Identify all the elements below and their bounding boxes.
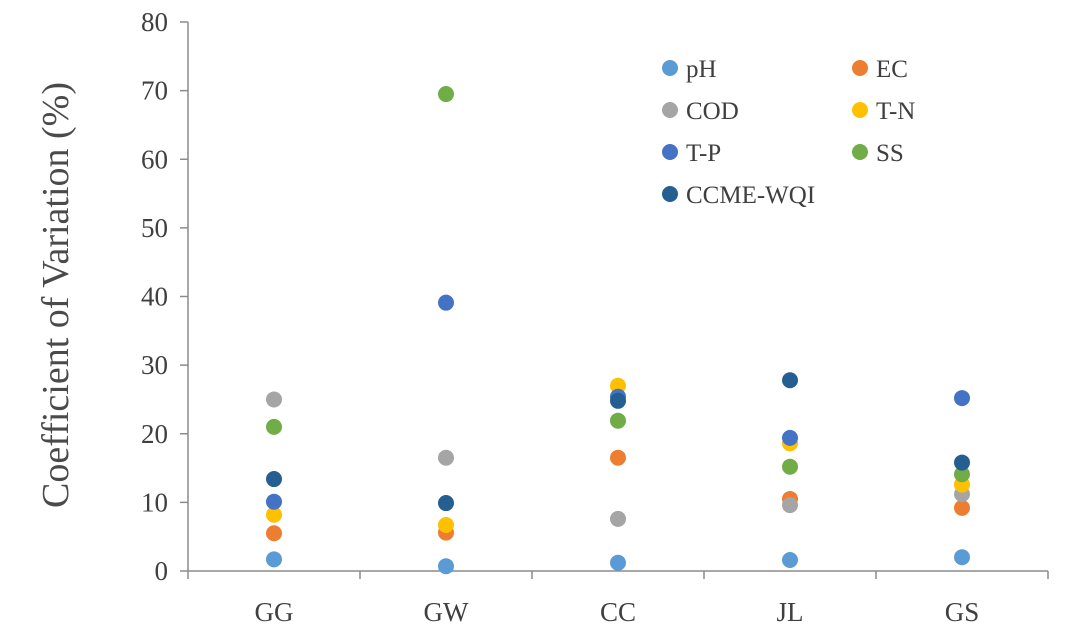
data-point [266,551,282,568]
y-tick-label: 70 [141,76,168,106]
y-tick-label: 10 [141,487,168,517]
data-point [266,418,282,435]
y-tick-label: 20 [141,419,168,449]
data-point [610,554,626,571]
y-tick-label: 50 [141,213,168,243]
data-point [610,412,626,429]
y-tick-label: 30 [141,350,168,380]
data-point [266,471,282,488]
data-point [610,377,626,394]
data-point [266,506,282,523]
legend-marker [662,102,678,118]
legend-label: COD [686,98,739,125]
data-points [266,86,970,575]
y-axis-label: Coefficient of Variation (%) [35,82,77,508]
data-point [782,458,798,475]
data-point [438,517,454,534]
legend-label: EC [876,56,908,83]
y-tick-label: 0 [155,556,169,586]
data-point [954,466,970,483]
data-point [954,499,970,516]
x-tick-label: JL [777,597,804,627]
legend-label: pH [686,56,717,83]
x-tick-label: GS [945,597,980,627]
data-point [610,510,626,527]
data-point [954,454,970,471]
data-point [782,372,798,389]
legend: pH EC COD T-N T-P SS CCME-WQI [662,56,915,209]
data-point [438,86,454,103]
legend-marker [662,186,678,202]
legend-label: T-N [876,98,915,125]
y-tick-group: 0 10 20 30 40 50 60 70 80 [141,7,188,586]
legend-marker [852,102,868,118]
data-point [438,558,454,575]
data-point [610,449,626,466]
legend-label: SS [876,140,904,167]
x-tick-label: GW [424,597,469,627]
legend-marker [662,144,678,160]
legend-label: CCME-WQI [686,182,815,209]
data-point [782,429,798,446]
data-point [438,294,454,311]
data-point [610,392,626,409]
legend-label: T-P [686,140,721,167]
y-tick-label: 80 [141,7,168,37]
data-point [438,449,454,466]
legend-marker [852,144,868,160]
data-point [782,497,798,514]
legend-marker [662,60,678,76]
data-point [782,552,798,569]
data-point [266,391,282,408]
data-point [266,493,282,510]
x-tick-label: GG [255,597,294,627]
y-tick-label: 60 [141,144,168,174]
data-point [954,549,970,566]
legend-marker [852,60,868,76]
x-tick-group: GG GW CC JL GS [187,571,1049,627]
x-tick-label: CC [600,597,636,627]
data-point [954,390,970,407]
y-tick-label: 40 [141,282,168,312]
data-point [438,495,454,512]
data-point [266,525,282,542]
